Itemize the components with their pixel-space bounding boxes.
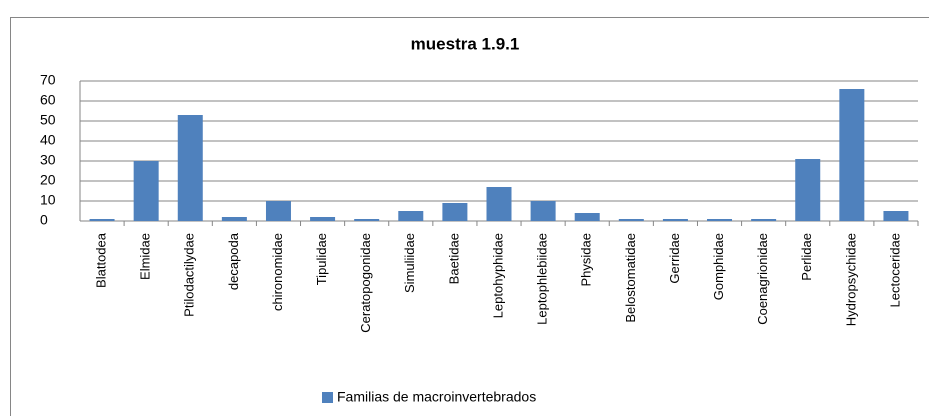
y-tick-label: 10	[40, 192, 56, 208]
x-tick-label: Blattodea	[93, 232, 108, 288]
bar	[839, 89, 865, 221]
x-tick-label: Coenagrionidae	[755, 233, 770, 325]
bar	[707, 219, 733, 221]
x-tick-label: Physidae	[579, 233, 594, 286]
x-tick-label: decapoda	[226, 232, 241, 290]
x-tick-label: Hydropsychidae	[843, 233, 858, 326]
bar	[442, 203, 468, 221]
x-tick-label: Belostomatidae	[623, 233, 638, 323]
bar	[574, 213, 600, 221]
bar	[221, 217, 247, 221]
x-tick-label: Elmidae	[138, 233, 153, 280]
x-tick-label: Ptilodactilydae	[182, 233, 197, 317]
x-tick-label: Gomphidae	[711, 233, 726, 300]
legend-swatch	[322, 392, 333, 403]
bar	[89, 219, 115, 221]
bar	[310, 217, 336, 221]
x-tick-label: Baetidae	[446, 233, 461, 284]
bar	[883, 211, 909, 221]
bar	[177, 115, 203, 221]
x-tick-label: chironomidae	[270, 233, 285, 311]
bar	[662, 219, 688, 221]
y-tick-label: 20	[40, 172, 56, 188]
bar	[354, 219, 380, 221]
bar	[133, 161, 159, 221]
legend-label: Familias de macroinvertebrados	[337, 389, 536, 405]
x-tick-label: Leptohyphidae	[490, 233, 505, 318]
x-tick-label: Ceratopogonidae	[358, 233, 373, 333]
bar	[618, 219, 644, 221]
bar	[398, 211, 424, 221]
chart-frame	[10, 17, 929, 416]
x-tick-label: Gerridae	[667, 233, 682, 284]
x-tick-label: Tipulidae	[314, 233, 329, 285]
y-tick-label: 30	[40, 152, 56, 168]
x-tick-label: Leptophlebiidae	[535, 233, 550, 325]
y-tick-label: 0	[40, 212, 48, 228]
chart-title: muestra 1.9.1	[411, 34, 520, 53]
y-tick-label: 50	[40, 112, 56, 128]
bar	[751, 219, 777, 221]
x-tick-label: Lectoceridae	[887, 233, 902, 307]
bar	[265, 201, 291, 221]
x-tick-label: Perlidae	[799, 233, 814, 281]
y-tick-label: 60	[40, 92, 56, 108]
y-tick-label: 70	[40, 72, 56, 88]
bar	[795, 159, 821, 221]
x-tick-label: Simuliidae	[402, 233, 417, 293]
bar	[530, 201, 556, 221]
y-tick-label: 40	[40, 132, 56, 148]
bar	[486, 187, 512, 221]
